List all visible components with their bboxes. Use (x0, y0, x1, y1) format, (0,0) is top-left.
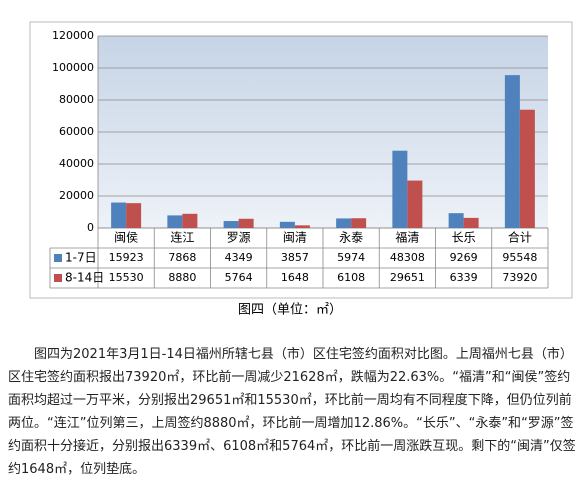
chart: 图四（单位：㎡） 0 20000 40000 60000 80000 100000 1200… (29, 21, 573, 318)
y-tick-label: 40000 (59, 157, 94, 170)
legend-label: 8-14日 (65, 271, 104, 285)
bar (407, 180, 423, 228)
bar (463, 217, 479, 228)
category-label: 合计 (508, 230, 532, 245)
y-tick-label: 60000 (59, 125, 94, 138)
y-tick-label: 100000 (52, 61, 94, 74)
y-tick-label: 0 (87, 221, 94, 234)
category-label: 永泰 (339, 231, 363, 245)
table-value: 95548 (502, 251, 537, 264)
bar (182, 213, 198, 228)
table-value: 29651 (390, 271, 425, 284)
table-value: 8880 (168, 271, 196, 284)
table-value: 6339 (450, 271, 478, 284)
legend-key (54, 274, 62, 282)
table-value: 3857 (281, 251, 309, 264)
table-value: 48308 (390, 251, 425, 264)
bar (392, 150, 408, 228)
bar (336, 218, 352, 228)
category-label: 闽侯 (114, 231, 138, 245)
bar (238, 218, 254, 228)
y-tick-label: 120000 (52, 29, 94, 42)
bar (294, 225, 310, 228)
table-value: 15923 (109, 251, 144, 264)
category-label: 闽清 (283, 231, 307, 245)
category-label: 长乐 (452, 231, 476, 245)
legend-label: 1-7日 (65, 251, 97, 265)
table-value: 1648 (281, 271, 309, 284)
paragraph: 图四为2021年3月1日-14日福州所辖七县（市）区住宅签约面积对比图。上周福州… (8, 347, 576, 477)
table-value: 9269 (450, 251, 478, 264)
category-label: 连江 (170, 230, 194, 245)
legend-key (54, 254, 62, 262)
table-value: 15530 (109, 271, 144, 284)
category-label: 福清 (395, 230, 419, 245)
bar (111, 202, 127, 228)
table-value: 7868 (168, 251, 196, 264)
table-value: 5764 (225, 271, 253, 284)
bar (167, 215, 183, 228)
category-label: 罗源 (227, 231, 251, 245)
caption: 图四（单位：㎡） (238, 303, 342, 318)
bar (223, 221, 239, 228)
table-value: 73920 (502, 271, 537, 284)
bar (351, 218, 367, 228)
table-value: 5974 (337, 251, 365, 264)
table-value: 6108 (337, 271, 365, 284)
bar (519, 109, 535, 228)
bar (279, 221, 295, 228)
table-value: 4349 (225, 251, 253, 264)
bar (448, 213, 464, 228)
bar (126, 203, 142, 228)
y-tick-label: 80000 (59, 93, 94, 106)
y-tick-label: 20000 (59, 189, 94, 202)
bar (504, 75, 520, 228)
